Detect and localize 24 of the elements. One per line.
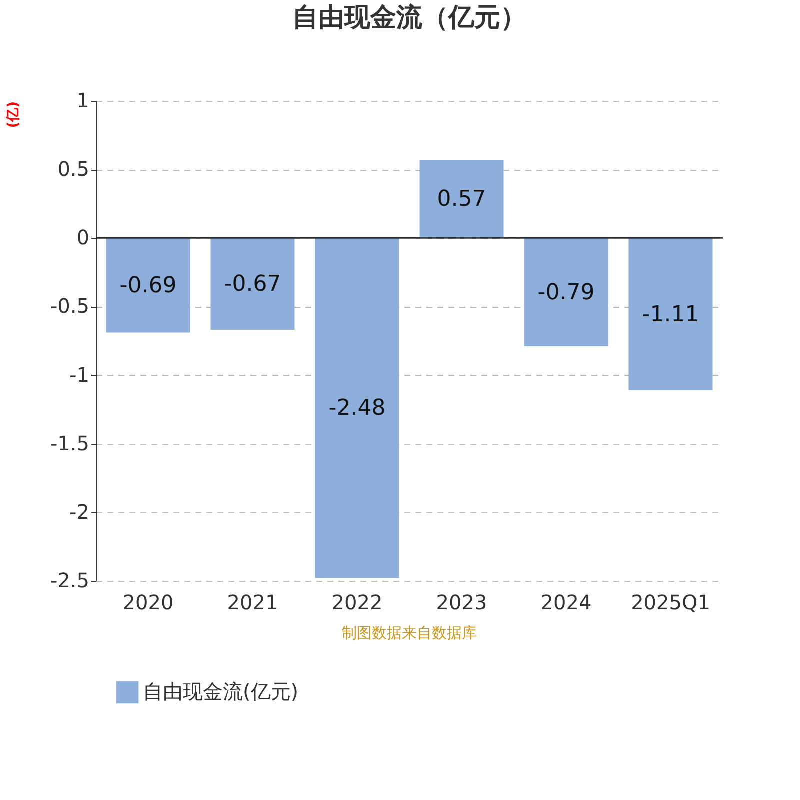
x-tick-label: 2024 — [540, 590, 592, 614]
text: 制图数据来自数据库 — [342, 624, 477, 642]
legend-label: 自由现金流(亿元) — [143, 680, 299, 704]
data-label: -0.67 — [224, 272, 282, 298]
data-label: -0.79 — [538, 280, 595, 306]
data-label: -2.48 — [328, 396, 386, 422]
y-tick-label: 0 — [76, 226, 90, 250]
y-tick-label: -1.5 — [50, 431, 90, 456]
x-tick-label: 2022 — [332, 590, 383, 614]
data-label: -0.69 — [120, 273, 177, 298]
data-label: -1.11 — [642, 302, 700, 328]
y-tick-label: 0.5 — [58, 157, 90, 182]
y-tick-label: -2.5 — [50, 568, 90, 592]
y-axis-title: (亿) — [5, 102, 22, 128]
x-tick-label: 2023 — [436, 590, 488, 614]
x-tick-label: 2025Q1 — [631, 590, 710, 614]
y-tick-label: -0.5 — [50, 294, 90, 318]
x-tick-label: 2020 — [122, 590, 174, 614]
y-tick-label: 1 — [76, 88, 90, 112]
y-tick-label: -1 — [70, 362, 90, 387]
x-tick-label: 2021 — [227, 590, 278, 614]
data-label: 0.57 — [437, 187, 486, 212]
y-tick-label: -2 — [70, 500, 90, 524]
chart-title: 自由现金流（亿元） — [292, 3, 526, 33]
